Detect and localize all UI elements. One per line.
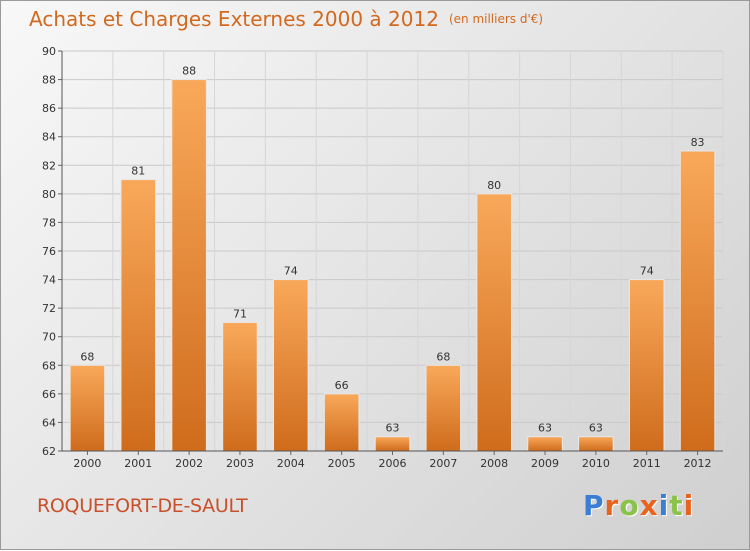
town-name: ROQUEFORT-DE-SAULT [37, 495, 248, 517]
chart-title: Achats et Charges Externes 2000 à 2012 (e… [29, 7, 543, 31]
bar [273, 279, 309, 452]
grid-lines [61, 50, 724, 452]
proxiti-logo: Proxiti [583, 489, 694, 522]
x-tick-label: 2001 [124, 457, 152, 470]
bar-value-label: 63 [386, 422, 400, 435]
y-tick-label: 72 [42, 302, 56, 315]
y-tick-label: 62 [42, 445, 56, 458]
bar [120, 179, 157, 452]
logo-letter: o [619, 489, 640, 522]
bar-value-label: 83 [691, 136, 705, 149]
x-tick-label: 2005 [328, 457, 356, 470]
x-tick-label: 2000 [73, 457, 101, 470]
x-tick-label: 2006 [379, 457, 407, 470]
bar-value-label: 63 [589, 422, 603, 435]
y-tick-label: 90 [42, 45, 56, 58]
y-tick-label: 76 [42, 245, 56, 258]
bars: 68 81 88 71 74 66 63 68 80 63 63 74 83 [69, 65, 716, 452]
x-tick-label: 2008 [480, 457, 508, 470]
bar [323, 393, 360, 452]
logo-letter: i [658, 489, 670, 522]
x-tick-label: 2011 [633, 457, 661, 470]
bar-value-label: 80 [487, 179, 501, 192]
bar-value-label: 68 [436, 350, 450, 363]
bar-value-label: 66 [335, 379, 349, 392]
bar [628, 279, 665, 452]
x-tick-label: 2007 [429, 457, 457, 470]
x-tick-label: 2010 [582, 457, 610, 470]
y-tick-label: 64 [42, 416, 56, 429]
bar [374, 436, 411, 452]
logo-letter: t [669, 489, 684, 522]
bar [171, 79, 207, 452]
bar [578, 436, 614, 452]
bar [69, 364, 106, 452]
bar-value-label: 63 [538, 422, 552, 435]
x-tick-label: 2012 [684, 457, 712, 470]
y-tick-label: 82 [42, 159, 56, 172]
bar-value-label: 71 [233, 307, 247, 320]
bar-value-label: 81 [131, 165, 145, 178]
bar [679, 150, 716, 452]
x-tick-label: 2003 [226, 457, 254, 470]
y-tick-label: 74 [42, 274, 56, 287]
x-tick-label: 2002 [175, 457, 203, 470]
bar-value-label: 74 [640, 265, 654, 278]
chart-unit: (en milliers d'€) [448, 12, 544, 26]
y-tick-label: 84 [42, 131, 56, 144]
logo-letter: x [639, 489, 659, 522]
bar [476, 193, 512, 452]
chart-title-text: Achats et Charges Externes 2000 à 2012 [29, 7, 439, 31]
y-tick-label: 80 [42, 188, 56, 201]
y-tick-label: 88 [42, 74, 56, 87]
x-tick-label: 2004 [277, 457, 305, 470]
x-tick-label: 2009 [531, 457, 559, 470]
axes: 62 64 66 68 70 72 74 76 78 80 82 84 86 88 90 2000 2001 20… [42, 45, 723, 470]
bar [222, 321, 258, 452]
bar [425, 364, 462, 452]
bar-value-label: 74 [284, 265, 298, 278]
logo-letter: i [683, 489, 695, 522]
bar [527, 436, 563, 452]
logo-letter: r [604, 489, 620, 522]
y-tick-label: 66 [42, 388, 56, 401]
y-tick-label: 68 [42, 359, 56, 372]
y-tick-label: 70 [42, 331, 56, 344]
y-tick-label: 78 [42, 216, 56, 229]
bar-value-label: 88 [182, 65, 196, 78]
logo-letter: P [583, 489, 605, 522]
y-tick-label: 86 [42, 102, 56, 115]
bar-value-label: 68 [80, 350, 94, 363]
